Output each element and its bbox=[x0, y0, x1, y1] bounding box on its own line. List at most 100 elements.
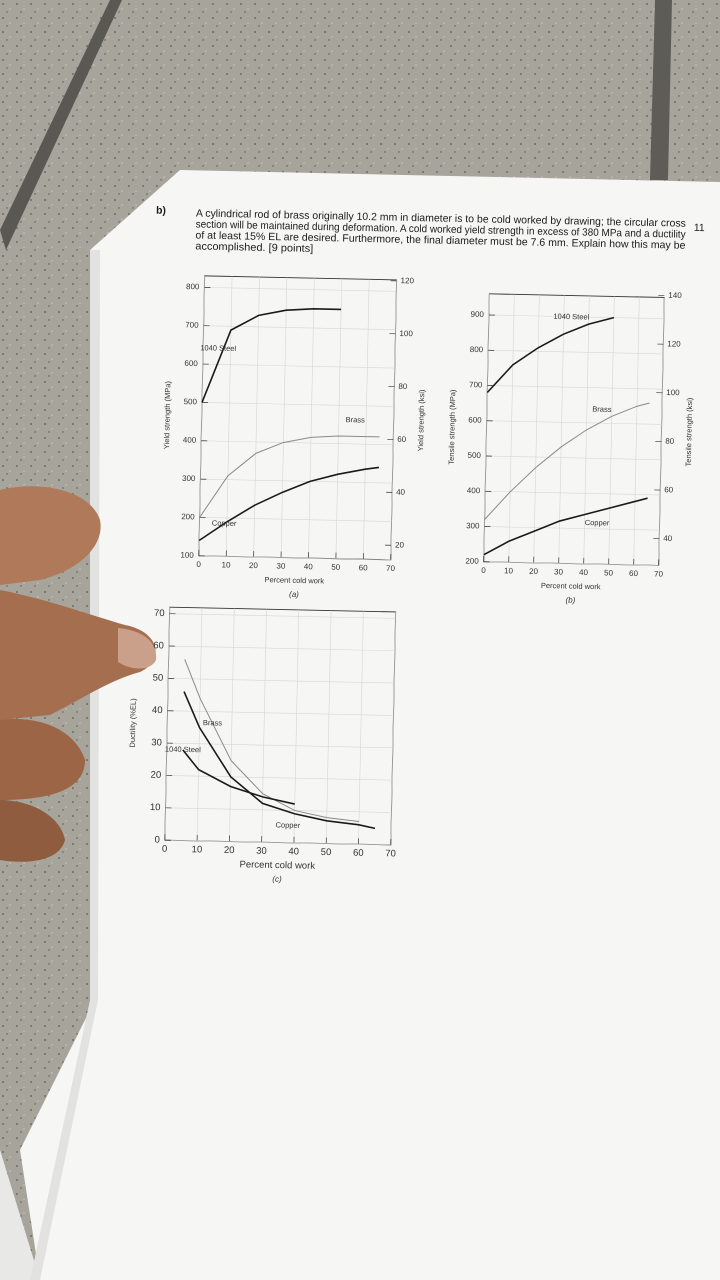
y2-tick-label: 100 bbox=[399, 329, 413, 338]
x-tick-label: 40 bbox=[579, 568, 589, 577]
y2-tick-label: 80 bbox=[665, 437, 675, 446]
chart: 0 10 20 30 40 50 60 70 0 10 20 30 40 50 60 70 Ductility … bbox=[128, 606, 397, 884]
y2-tick-label: 100 bbox=[666, 388, 680, 397]
x-tick-label: 40 bbox=[288, 846, 299, 857]
series-label: Copper bbox=[275, 820, 300, 830]
x-tick-label: 40 bbox=[304, 562, 314, 571]
grid-line bbox=[167, 710, 394, 716]
x-tick-label: 60 bbox=[629, 569, 639, 578]
y2-tick-label: 20 bbox=[395, 540, 405, 549]
x-tick-label: 30 bbox=[276, 562, 286, 571]
y-tick-label: 30 bbox=[151, 737, 162, 748]
y-tick-label: 600 bbox=[184, 359, 198, 368]
grid-line bbox=[253, 277, 260, 557]
question-line: accomplished. [9 points] bbox=[195, 240, 313, 254]
y-tick-label: 200 bbox=[181, 512, 195, 521]
grid-line bbox=[203, 325, 396, 331]
series-line bbox=[486, 316, 615, 394]
y-tick-label: 500 bbox=[467, 451, 481, 460]
y-tick-label: 800 bbox=[186, 282, 200, 291]
grid-line bbox=[533, 294, 540, 563]
series-line bbox=[198, 466, 380, 542]
grid-line bbox=[508, 294, 515, 563]
grid-line bbox=[633, 296, 640, 565]
y2-tick-label: 40 bbox=[396, 488, 406, 497]
grid-line bbox=[169, 613, 396, 619]
series-label: Copper bbox=[212, 518, 237, 528]
x-tick-label: 60 bbox=[359, 563, 369, 572]
grid-line bbox=[165, 807, 392, 813]
x-tick-label: 50 bbox=[604, 568, 614, 577]
x-tick-label: 10 bbox=[221, 560, 231, 569]
y-tick-label: 700 bbox=[469, 380, 483, 389]
series-label: 1040 Steel bbox=[200, 343, 236, 353]
series-line bbox=[199, 435, 380, 518]
y-tick-label: 600 bbox=[468, 415, 482, 424]
x-tick-label: 60 bbox=[353, 848, 364, 859]
y2-tick-label: 120 bbox=[401, 276, 415, 285]
paper-edge bbox=[0, 1150, 40, 1280]
floor-seam bbox=[650, 0, 672, 180]
y2-tick-label: 60 bbox=[664, 485, 674, 494]
finger bbox=[0, 486, 101, 585]
paper bbox=[20, 170, 720, 1280]
floor-seam bbox=[0, 0, 122, 250]
grid-line bbox=[483, 561, 659, 566]
series-label: Brass bbox=[592, 405, 612, 414]
y2-tick-label: 80 bbox=[398, 382, 408, 391]
y-tick-label: 300 bbox=[182, 474, 196, 483]
series-line bbox=[183, 691, 376, 830]
series-label: Brass bbox=[346, 415, 366, 424]
y-tick-label: 300 bbox=[466, 521, 480, 530]
grid-line bbox=[483, 293, 490, 562]
x-tick-label: 50 bbox=[331, 563, 341, 572]
chart: 0 10 20 30 40 50 60 70 200 300 400 500 600 700 800 900 4… bbox=[447, 291, 694, 605]
caption: (a) bbox=[289, 590, 299, 599]
y-tick-label: 900 bbox=[470, 310, 484, 319]
grid-line bbox=[204, 287, 397, 292]
grid-line bbox=[198, 555, 391, 561]
series-line bbox=[201, 308, 342, 403]
grid-line bbox=[484, 526, 660, 531]
x-tick-label: 10 bbox=[192, 844, 203, 855]
grid-line bbox=[168, 678, 395, 684]
x-tick-label: 0 bbox=[162, 844, 168, 855]
x-tick-label: 10 bbox=[504, 566, 514, 575]
y2-tick-label: 60 bbox=[397, 435, 407, 444]
x-tick-label: 30 bbox=[554, 567, 564, 576]
y2-axis-label: Yield strength (ksi) bbox=[416, 389, 426, 452]
chart: 0 10 20 30 40 50 60 70 100 200 300 400 500 600 700 800 2… bbox=[162, 275, 426, 599]
y-tick-label: 400 bbox=[183, 435, 197, 444]
grid-line bbox=[225, 276, 233, 557]
grid-line bbox=[164, 839, 391, 846]
series-label: 1040 Steel bbox=[553, 312, 589, 322]
y2-axis-label: Tensile strength (ksi) bbox=[684, 397, 694, 466]
x-axis-label: Percent cold work bbox=[239, 859, 315, 872]
x-tick-label: 30 bbox=[256, 846, 267, 857]
x-tick-label: 70 bbox=[386, 564, 396, 573]
thumb bbox=[0, 590, 156, 720]
series-label: Brass bbox=[203, 718, 223, 727]
x-tick-label: 20 bbox=[529, 567, 539, 576]
grid-line bbox=[608, 296, 615, 565]
grid-line bbox=[488, 314, 664, 319]
y-axis-label: Ductility (%EL) bbox=[128, 698, 138, 748]
series-line bbox=[184, 659, 360, 823]
grid-line bbox=[485, 455, 661, 460]
y2-tick-label: 120 bbox=[667, 339, 681, 348]
x-tick-label: 50 bbox=[321, 847, 332, 858]
x-tick-label: 0 bbox=[481, 566, 486, 575]
y-tick-label: 50 bbox=[153, 673, 164, 684]
y-tick-label: 800 bbox=[470, 345, 484, 354]
grid-line bbox=[201, 440, 394, 446]
series-label: 1040 Steel bbox=[165, 745, 201, 755]
y-tick-label: 500 bbox=[184, 397, 198, 406]
hand bbox=[0, 486, 157, 862]
caption: (b) bbox=[565, 596, 575, 605]
paper-stack bbox=[30, 250, 100, 1280]
grid-line bbox=[166, 775, 393, 781]
y-tick-label: 200 bbox=[465, 556, 479, 565]
y-tick-label: 0 bbox=[154, 834, 160, 845]
y-tick-label: 20 bbox=[150, 770, 161, 781]
